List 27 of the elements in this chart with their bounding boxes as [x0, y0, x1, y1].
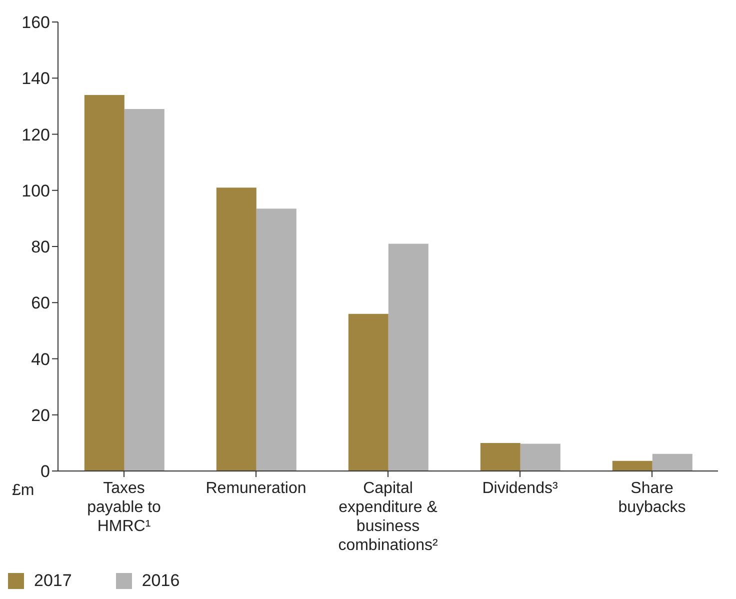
legend-label: 2017 [34, 571, 72, 591]
y-tick-label: 20 [31, 406, 50, 425]
y-tick-label: 120 [22, 125, 50, 144]
bar [480, 442, 520, 471]
bar [256, 208, 296, 471]
y-tick-label: 80 [31, 238, 50, 257]
x-tick-label: Remuneration [206, 480, 306, 497]
x-tick-label: Dividends³ [482, 480, 558, 497]
legend-label: 2016 [142, 571, 180, 591]
bar [520, 444, 560, 471]
bar [388, 244, 428, 471]
y-tick-label: 140 [22, 69, 50, 88]
y-axis-title: £m [12, 482, 34, 500]
y-tick-label: 0 [40, 462, 50, 482]
bar [612, 460, 652, 471]
bar [348, 314, 388, 471]
bar [216, 188, 256, 471]
x-tick-label: Capital expenditure & business combinations² [338, 480, 438, 554]
x-tick-label: Share buybacks [618, 480, 686, 516]
y-tick-label: 60 [31, 294, 50, 313]
y-tick-label: 40 [31, 350, 50, 369]
bar [84, 94, 124, 471]
y-tick-label: 160 [22, 13, 50, 32]
y-tick-label: 100 [22, 181, 50, 200]
bar [652, 454, 692, 471]
x-tick-label: Taxes payable to HMRC¹ [87, 480, 162, 535]
bar [124, 108, 164, 471]
